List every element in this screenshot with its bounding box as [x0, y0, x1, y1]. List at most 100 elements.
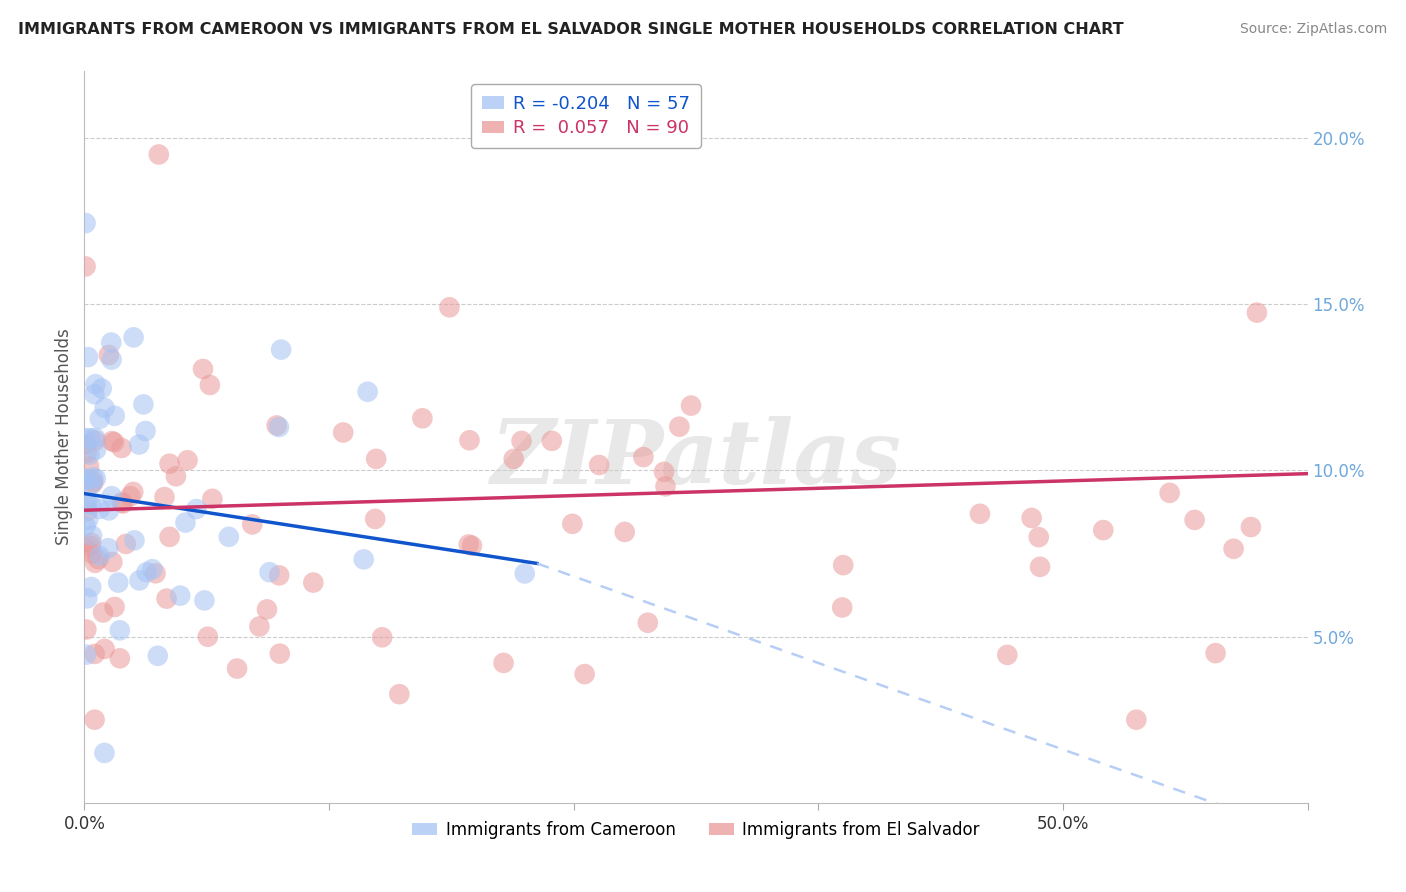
Point [969, 507, 991, 521]
Point [100, 335, 122, 350]
Point [93, 401, 115, 415]
Point [492, 656, 515, 670]
Point [97, 541, 120, 556]
Point [100, 352, 122, 367]
Point [198, 378, 221, 392]
Point [159, 457, 181, 471]
Point [75, 648, 97, 662]
Point [266, 418, 288, 433]
Point [80, 528, 103, 542]
Point [103, 599, 125, 614]
Point [364, 512, 387, 526]
Point [411, 411, 433, 425]
Point [103, 435, 125, 450]
Point [75, 519, 97, 533]
Point [197, 630, 219, 644]
Point [110, 441, 132, 455]
Point [145, 566, 167, 581]
Point [107, 575, 129, 590]
Point [1246, 305, 1268, 319]
Point [82, 547, 104, 561]
Point [652, 465, 675, 479]
Point [371, 630, 394, 644]
Point [831, 600, 853, 615]
Point [439, 301, 461, 315]
Point [146, 648, 169, 663]
Point [75, 623, 97, 637]
Point [1240, 520, 1263, 534]
Point [1222, 541, 1244, 556]
Legend: Immigrants from Cameroon, Immigrants from El Salvador: Immigrants from Cameroon, Immigrants fro… [405, 814, 987, 846]
Point [79, 448, 101, 462]
Point [269, 647, 291, 661]
Point [75, 438, 97, 452]
Point [75, 496, 97, 510]
Point [77, 350, 100, 364]
Point [84, 471, 107, 485]
Point [79, 431, 101, 445]
Point [82, 475, 104, 489]
Point [1021, 511, 1043, 525]
Point [83, 647, 105, 661]
Point [124, 533, 146, 548]
Point [388, 687, 411, 701]
Point [128, 574, 150, 588]
Point [461, 539, 484, 553]
Point [247, 619, 270, 633]
Point [458, 434, 481, 448]
Point [259, 566, 281, 580]
Point [1205, 646, 1227, 660]
Point [995, 648, 1018, 662]
Point [637, 615, 659, 630]
Point [1125, 713, 1147, 727]
Point [176, 453, 198, 467]
Point [654, 479, 676, 493]
Point [132, 397, 155, 411]
Point [104, 409, 127, 423]
Point [108, 624, 131, 638]
Point [165, 469, 187, 483]
Point [832, 558, 855, 573]
Point [155, 591, 177, 606]
Point [135, 565, 157, 579]
Point [1028, 530, 1050, 544]
Point [76, 496, 98, 510]
Point [540, 434, 562, 448]
Point [135, 424, 157, 438]
Point [91, 606, 114, 620]
Point [302, 575, 325, 590]
Point [120, 489, 142, 503]
Point [1184, 513, 1206, 527]
Point [191, 362, 214, 376]
Point [148, 147, 170, 161]
Point [101, 555, 124, 569]
Point [122, 484, 145, 499]
Point [84, 442, 107, 457]
Point [332, 425, 354, 440]
Point [366, 451, 388, 466]
Point [169, 589, 191, 603]
Point [561, 516, 583, 531]
Point [93, 746, 115, 760]
Point [89, 412, 111, 426]
Point [256, 602, 278, 616]
Point [84, 556, 107, 570]
Point [201, 491, 224, 506]
Point [76, 591, 98, 606]
Text: IMMIGRANTS FROM CAMEROON VS IMMIGRANTS FROM EL SALVADOR SINGLE MOTHER HOUSEHOLDS: IMMIGRANTS FROM CAMEROON VS IMMIGRANTS F… [18, 22, 1123, 37]
Point [153, 490, 176, 504]
Point [83, 713, 105, 727]
Point [84, 377, 107, 392]
Point [513, 566, 536, 581]
Point [75, 431, 97, 445]
Point [141, 562, 163, 576]
Point [97, 503, 120, 517]
Point [353, 552, 375, 566]
Point [77, 459, 100, 474]
Point [1159, 486, 1181, 500]
Point [1029, 559, 1052, 574]
Point [267, 420, 290, 434]
Point [269, 568, 291, 582]
Point [77, 512, 100, 526]
Point [80, 580, 103, 594]
